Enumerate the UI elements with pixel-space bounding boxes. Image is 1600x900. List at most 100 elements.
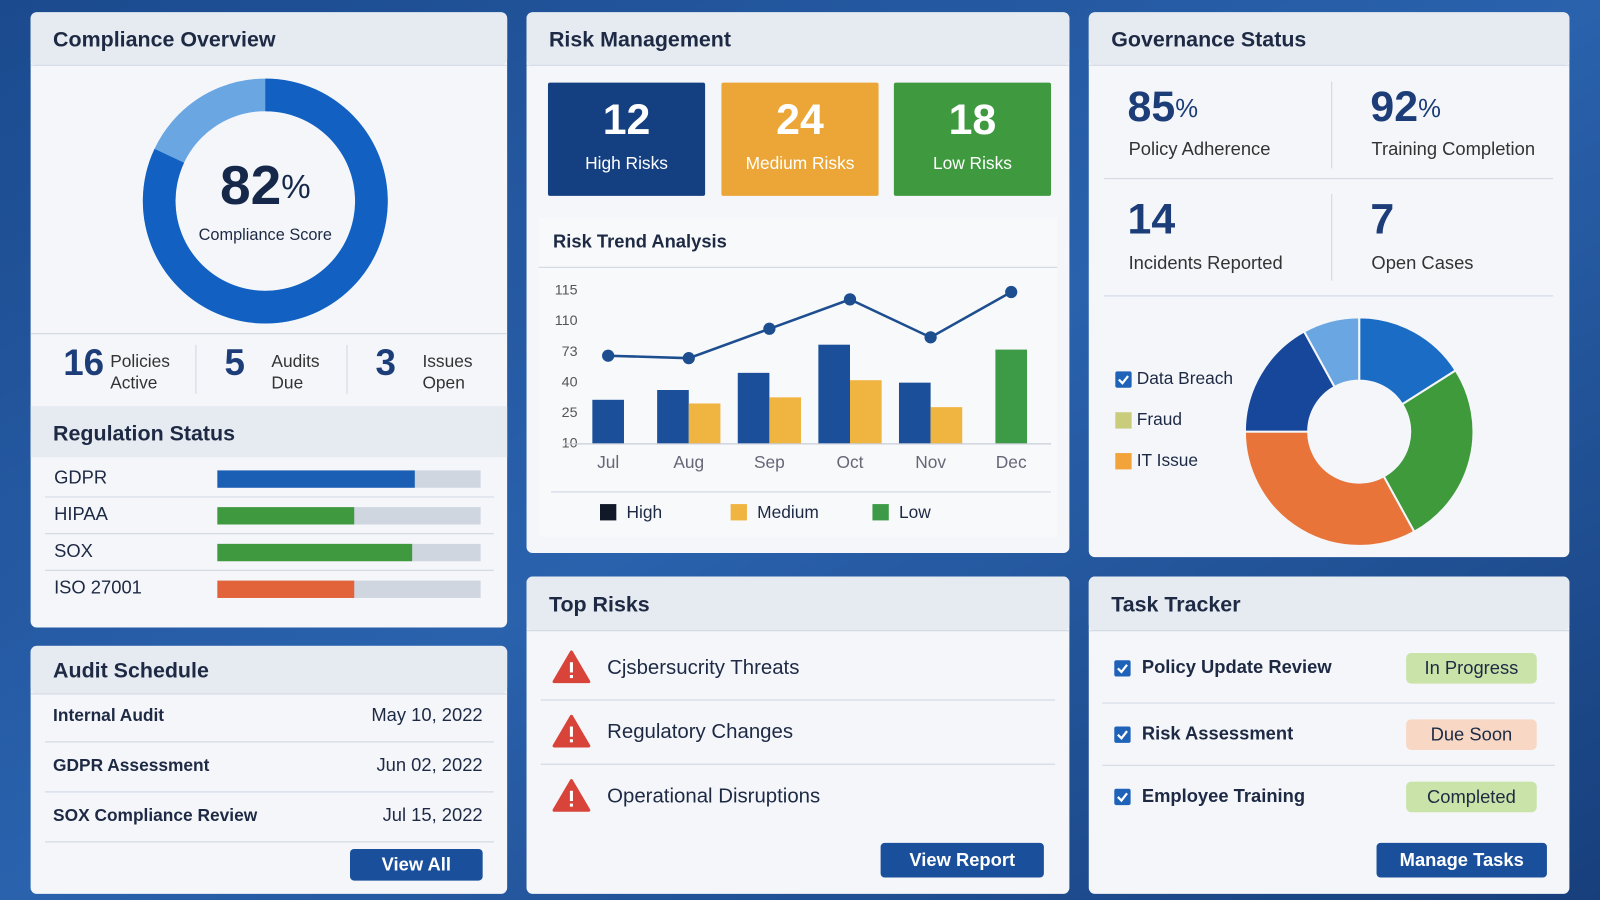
stat-value: 5 — [224, 342, 244, 383]
task-name: Risk Assessment — [1142, 723, 1293, 744]
audit-date: May 10, 2022 — [371, 704, 482, 725]
chart-title: Risk Trend Analysis — [553, 231, 727, 252]
stat-label: Active — [110, 372, 157, 392]
stat-label: Due — [271, 372, 303, 392]
x-tick-label: Sep — [754, 452, 785, 472]
metric-label: Incidents Reported — [1129, 252, 1283, 273]
warning-dot — [569, 803, 573, 807]
checkbox[interactable] — [1114, 788, 1131, 806]
stat-value: 3 — [376, 342, 396, 383]
x-tick-label: Jul — [597, 452, 619, 472]
panel-header — [526, 12, 1070, 66]
legend-swatch — [600, 504, 617, 521]
check-icon — [1117, 664, 1128, 674]
trend-point — [763, 322, 776, 335]
warning-mark — [569, 790, 573, 802]
panel-title: Audit Schedule — [53, 659, 209, 683]
bar — [217, 507, 355, 525]
panel-header — [1088, 576, 1570, 631]
x-tick-label: Nov — [915, 452, 946, 472]
trend-point — [602, 349, 615, 362]
metric-value: 7 — [1370, 196, 1394, 244]
button-label[interactable]: Manage Tasks — [1400, 849, 1524, 870]
risk-item: Operational Disruptions — [607, 785, 820, 807]
trend-point — [682, 352, 695, 365]
button[interactable] — [880, 842, 1044, 878]
bar — [657, 390, 689, 444]
regulation-name: GDPR — [54, 466, 107, 487]
checkbox[interactable] — [1114, 660, 1131, 677]
stat-label: Audits — [271, 351, 319, 371]
trend-line — [608, 290, 1012, 360]
metric-value: 92% — [1370, 84, 1441, 132]
check-icon — [1118, 375, 1129, 385]
panel-title: Governance Status — [1111, 27, 1306, 51]
panel-title: Top Risks — [549, 592, 650, 616]
button-label[interactable]: View Report — [909, 849, 1015, 870]
status-label: Due Soon — [1431, 724, 1513, 745]
audit-name: SOX Compliance Review — [53, 805, 258, 825]
pie-slice — [1382, 368, 1475, 534]
risk-card — [893, 82, 1052, 196]
button[interactable] — [1376, 842, 1547, 878]
score-label: Compliance Score — [199, 226, 332, 244]
button[interactable] — [350, 848, 483, 881]
status-badge — [1406, 653, 1537, 684]
warning-dot — [569, 675, 573, 679]
panel-title: Risk Management — [549, 27, 731, 51]
y-tick-label: 73 — [562, 344, 578, 360]
regulation-name: HIPAA — [54, 503, 108, 524]
audit-date: Jul 15, 2022 — [383, 804, 483, 825]
y-tick-label: 25 — [562, 405, 578, 421]
bar — [217, 543, 413, 562]
legend-label: Low — [899, 502, 931, 522]
risk-card-label: Low Risks — [933, 153, 1012, 173]
checkbox[interactable] — [1114, 726, 1131, 743]
bar — [930, 407, 963, 444]
metric-value: 85% — [1128, 84, 1199, 132]
trend-point — [843, 293, 857, 306]
status-badge — [1406, 781, 1537, 813]
panel-title: Task Tracker — [1111, 592, 1240, 616]
bar — [592, 399, 624, 444]
bar — [850, 380, 882, 444]
trend-point — [1005, 285, 1018, 299]
value: 14 — [1128, 196, 1176, 244]
risk-card-label: Medium Risks — [746, 153, 855, 173]
y-tick-label: 110 — [555, 313, 578, 329]
risk-item: Cjsbersucrity Threats — [607, 657, 799, 679]
chart-area — [538, 218, 1058, 537]
stat-label: Policies — [110, 351, 170, 371]
regulation-name: SOX — [54, 540, 93, 561]
stat-label: Issues — [422, 351, 472, 371]
panel — [30, 645, 508, 894]
warning-dot — [569, 739, 573, 743]
task-name: Policy Update Review — [1142, 656, 1332, 677]
unit: % — [281, 169, 310, 206]
risk-item: Regulatory Changes — [607, 721, 793, 743]
risk-card — [547, 82, 706, 196]
risk-card-value: 12 — [603, 96, 651, 144]
risk-card-value: 24 — [776, 96, 824, 144]
section-title: Regulation Status — [53, 421, 235, 445]
bar — [688, 403, 721, 444]
legend-label: Fraud — [1137, 409, 1182, 429]
warning-mark — [569, 726, 573, 737]
panel-header — [30, 645, 508, 694]
y-tick-label: 40 — [562, 374, 578, 390]
score-value: 82% — [220, 153, 311, 215]
legend-label: Medium — [757, 502, 819, 522]
metric-label: Open Cases — [1371, 252, 1473, 273]
trend-point — [924, 331, 937, 344]
checkbox[interactable] — [1115, 371, 1132, 388]
audit-name: Internal Audit — [53, 705, 164, 725]
bar — [995, 349, 1028, 444]
button-label[interactable]: View All — [382, 854, 451, 875]
panel-header — [526, 576, 1070, 631]
pie-slice — [1302, 316, 1361, 389]
metric-value: 14 — [1128, 196, 1176, 244]
legend-swatch — [1115, 453, 1132, 470]
unit: % — [1418, 95, 1441, 123]
risk-card-label: High Risks — [585, 153, 668, 173]
